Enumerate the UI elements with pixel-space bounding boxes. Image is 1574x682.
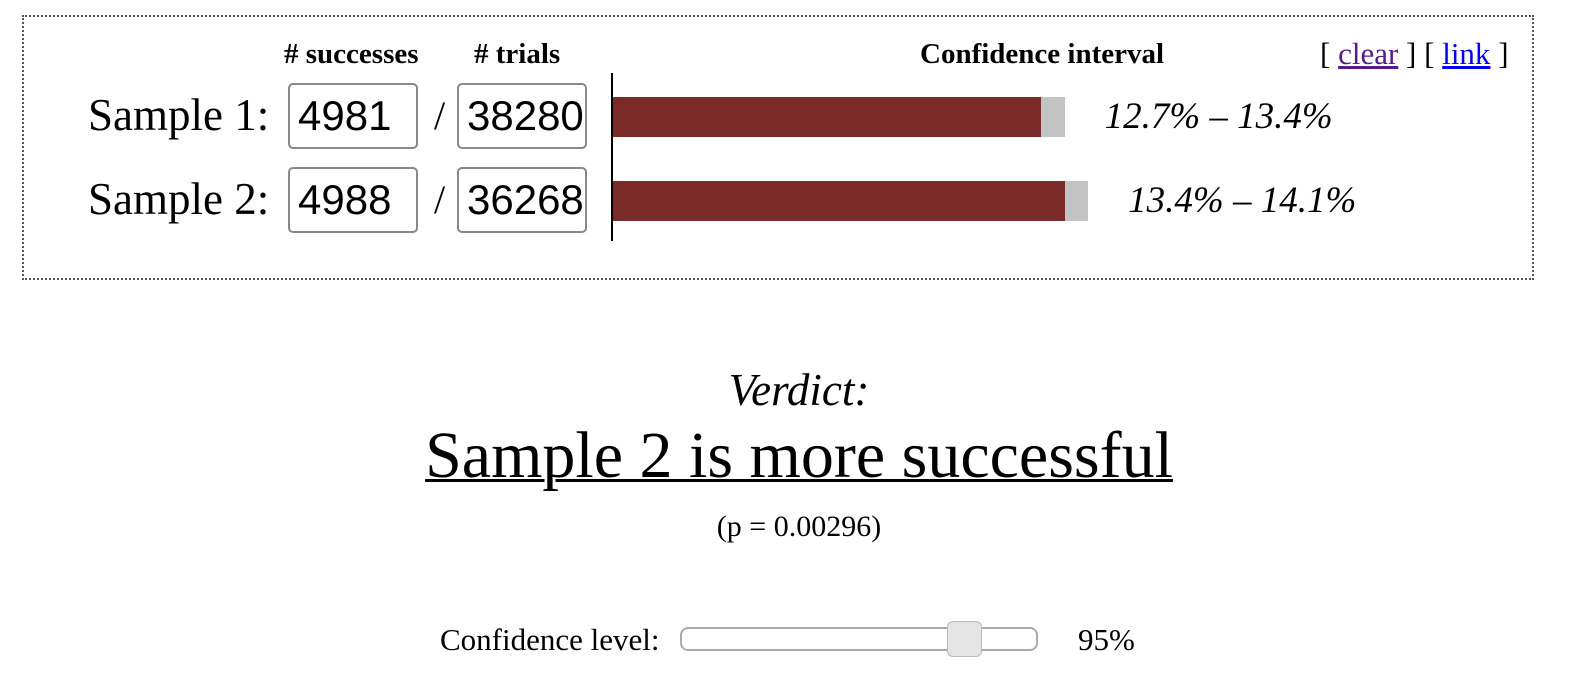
input-panel: [22, 15, 1534, 280]
ci-low-bar: [613, 181, 1065, 221]
clear-link[interactable]: clear: [1338, 36, 1399, 71]
bracket: ]: [1498, 36, 1509, 71]
sample-label: Sample 2:: [88, 174, 270, 224]
bracket: [: [1320, 36, 1331, 71]
p-value: (p = 0.00296): [716, 510, 882, 543]
trials-input[interactable]: 36268: [457, 167, 587, 233]
ci-label: 13.4% – 14.1%: [1128, 180, 1357, 221]
slash: /: [434, 177, 446, 222]
bracket: ] [: [1406, 36, 1435, 71]
ci-low-bar: [613, 97, 1041, 137]
slider-thumb[interactable]: [947, 621, 982, 657]
verdict-result: Sample 2 is more successful: [425, 419, 1173, 492]
slash: /: [434, 93, 446, 138]
trials-input[interactable]: 38280: [457, 83, 587, 149]
column-header: # successes: [284, 38, 419, 70]
confidence-value: 95%: [1078, 622, 1135, 657]
confidence-label: Confidence level:: [440, 622, 660, 657]
ci-label: 12.7% – 13.4%: [1104, 96, 1333, 137]
verdict-heading: Verdict:: [728, 365, 870, 415]
axis-line: [611, 73, 613, 241]
link-link[interactable]: link: [1442, 36, 1491, 71]
sample-label: Sample 1:: [88, 90, 270, 140]
links: [ clear ] [ link ]: [1320, 36, 1509, 72]
column-header: # trials: [474, 38, 561, 70]
ci-range-bar: [1064, 181, 1089, 221]
successes-input[interactable]: 4981: [288, 83, 418, 149]
column-header: Confidence interval: [920, 38, 1165, 70]
confidence-slider[interactable]: [680, 627, 1038, 651]
successes-input[interactable]: 4988: [288, 167, 418, 233]
ci-range-bar: [1040, 97, 1065, 137]
